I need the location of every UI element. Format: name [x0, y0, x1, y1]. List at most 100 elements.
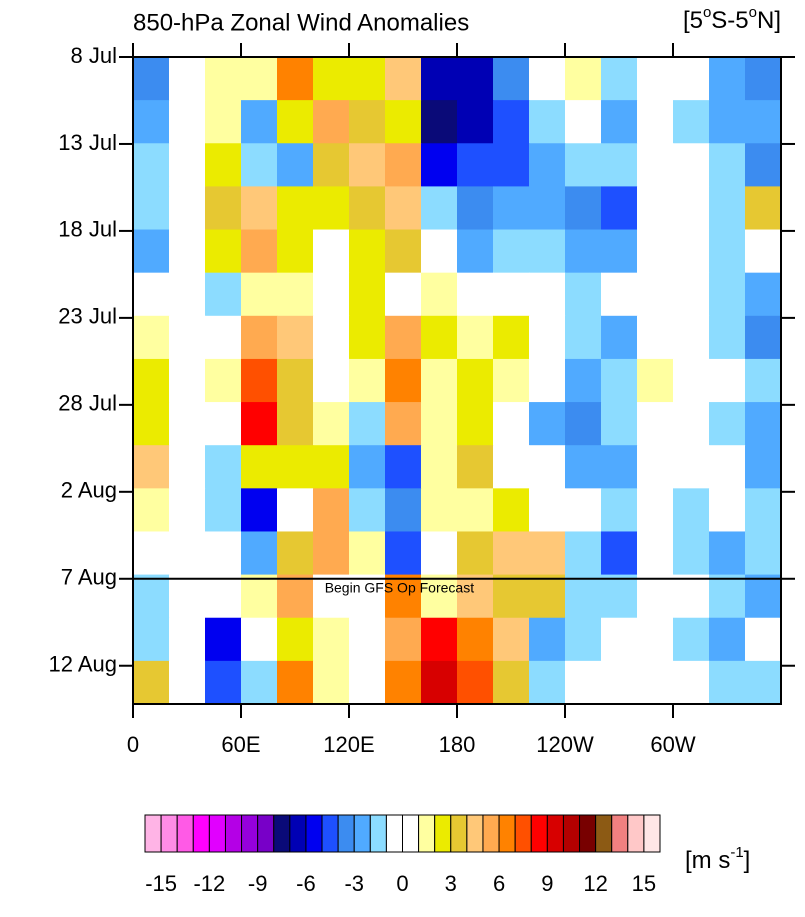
field-cell: [493, 358, 530, 403]
colorbar-box: [418, 814, 436, 853]
field-cell: [673, 229, 710, 274]
field-cell: [529, 660, 566, 705]
field-cell: [637, 186, 674, 231]
x-tick-label: 120W: [536, 732, 594, 757]
field-cell: [709, 358, 746, 403]
field-cell: [205, 229, 242, 274]
y-tick-label: 28 Jul: [58, 391, 117, 416]
superscript: o: [703, 4, 711, 21]
field-cell: [673, 574, 710, 619]
field-cell: [169, 57, 206, 101]
field-cell: [421, 315, 458, 360]
field-cell: [349, 531, 386, 576]
field-cell: [637, 531, 674, 576]
field-cell: [457, 186, 494, 231]
field-cell: [421, 617, 458, 662]
field-cell: [529, 445, 566, 489]
field-cell: [205, 143, 242, 187]
field-cell: [133, 229, 170, 274]
field-cell: [313, 143, 350, 187]
colorbar-box: [224, 814, 243, 853]
field-cell: [133, 445, 170, 489]
field-cell: [421, 186, 458, 231]
field-cell: [673, 445, 710, 489]
field-cell: [601, 57, 638, 101]
field-cell: [637, 660, 674, 705]
field-cell: [457, 617, 494, 662]
field-cell: [601, 358, 638, 403]
field-cell: [457, 488, 494, 532]
field-cell: [745, 315, 782, 360]
field-cell: [745, 57, 782, 101]
field-cell: [133, 488, 170, 532]
colorbar-box: [369, 814, 387, 853]
colorbar-box: [611, 814, 629, 853]
field-cell: [313, 488, 350, 532]
field-cell: [673, 272, 710, 317]
field-cell: [133, 531, 170, 576]
field-cell: [745, 531, 782, 576]
field-cell: [457, 660, 494, 705]
field-cell: [169, 574, 206, 619]
field-cell: [313, 531, 350, 576]
field-cell: [565, 531, 602, 576]
field-cell: [493, 315, 530, 360]
field-cell: [349, 186, 386, 231]
field-cell: [277, 186, 314, 231]
colorbar-box: [353, 814, 371, 853]
field-cell: [205, 445, 242, 489]
field-cell: [421, 574, 458, 619]
field-cell: [565, 57, 602, 101]
field-cell: [133, 617, 170, 662]
field-cell: [241, 272, 278, 317]
field-cell: [529, 186, 566, 231]
field-cell: [169, 358, 206, 403]
field-cell: [313, 617, 350, 662]
colorbar-box: [498, 814, 516, 853]
field-cell: [673, 143, 710, 187]
field-cell: [241, 617, 278, 662]
colorbar-label: 0: [396, 871, 408, 896]
field-cell: [565, 445, 602, 489]
field-cell: [745, 100, 782, 144]
field-cell: [673, 402, 710, 446]
superscript: o: [749, 4, 757, 21]
field-cell: [637, 272, 674, 317]
field-cell: [637, 617, 674, 662]
field-cell: [169, 186, 206, 231]
field-cell: [169, 315, 206, 360]
field-cell: [673, 617, 710, 662]
field-cell: [673, 358, 710, 403]
colorbar-box: [305, 814, 323, 853]
field-cell: [241, 315, 278, 360]
field-cell: [421, 660, 458, 705]
field-cell: [529, 402, 566, 446]
colorbar-box: [627, 814, 645, 853]
x-tick-label: 180: [439, 732, 476, 757]
field-cell: [349, 574, 386, 619]
field-cell: [277, 402, 314, 446]
field-cell: [457, 531, 494, 576]
field-cell: [529, 100, 566, 144]
field-cell: [349, 57, 386, 101]
field-cell: [601, 186, 638, 231]
colorbar-box: [482, 814, 500, 853]
field-cell: [133, 100, 170, 144]
field-cell: [205, 186, 242, 231]
x-tick-label: 0: [127, 732, 139, 757]
colorbar-box: [337, 814, 355, 853]
field-cell: [601, 488, 638, 532]
field-cell: [565, 402, 602, 446]
field-cell: [745, 272, 782, 317]
field-cell: [205, 574, 242, 619]
field-cell: [745, 574, 782, 619]
field-cell: [709, 488, 746, 532]
field-cell: [673, 531, 710, 576]
field-cell: [457, 315, 494, 360]
field-cell: [133, 57, 170, 101]
field-cell: [745, 617, 782, 662]
field-cell: [565, 358, 602, 403]
y-tick-label: 13 Jul: [58, 130, 117, 155]
field-cell: [601, 660, 638, 705]
field-cell: [349, 358, 386, 403]
